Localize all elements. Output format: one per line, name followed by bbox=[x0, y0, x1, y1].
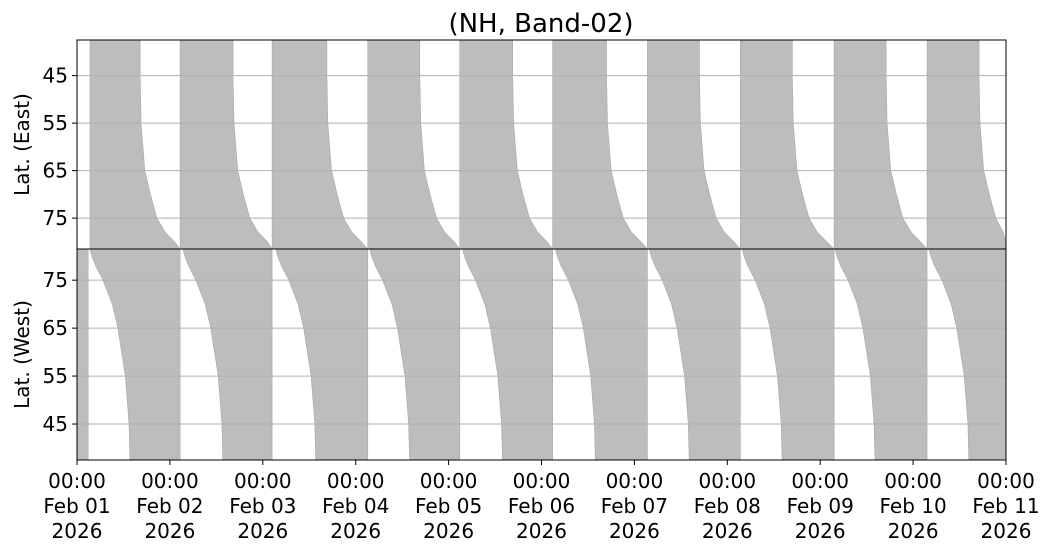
y-tick-label: 45 bbox=[43, 64, 68, 88]
y-tick-label: 45 bbox=[43, 412, 68, 436]
chart-title: (NH, Band-02) bbox=[448, 9, 633, 39]
x-tick-label: 00:00 Feb 06 2026 bbox=[508, 469, 575, 543]
y-axis-label: Lat. (West) bbox=[10, 300, 34, 409]
x-tick-label: 00:00 Feb 02 2026 bbox=[136, 469, 203, 543]
x-tick-label: 00:00 Feb 07 2026 bbox=[601, 469, 668, 543]
y-tick-label: 65 bbox=[43, 316, 68, 340]
x-tick-label: 00:00 Feb 10 2026 bbox=[879, 469, 946, 543]
y-tick-label: 75 bbox=[43, 268, 68, 292]
x-tick-label: 00:00 Feb 03 2026 bbox=[229, 469, 296, 543]
x-tick-label: 00:00 Feb 05 2026 bbox=[415, 469, 482, 543]
x-tick-label: 00:00 Feb 08 2026 bbox=[694, 469, 761, 543]
y-axis-label: Lat. (East) bbox=[10, 93, 34, 196]
plot-area bbox=[89, 40, 1006, 249]
x-tick-label: 00:00 Feb 09 2026 bbox=[787, 469, 854, 543]
y-tick-label: 75 bbox=[43, 206, 68, 230]
plot-area bbox=[77, 249, 1006, 460]
x-tick-label: 00:00 Feb 11 2026 bbox=[972, 469, 1039, 543]
x-tick-label: 00:00 Feb 01 2026 bbox=[43, 469, 110, 543]
x-tick-label: 00:00 Feb 04 2026 bbox=[322, 469, 389, 543]
y-tick-label: 65 bbox=[43, 159, 68, 183]
y-tick-label: 55 bbox=[43, 364, 68, 388]
y-tick-label: 55 bbox=[43, 111, 68, 135]
